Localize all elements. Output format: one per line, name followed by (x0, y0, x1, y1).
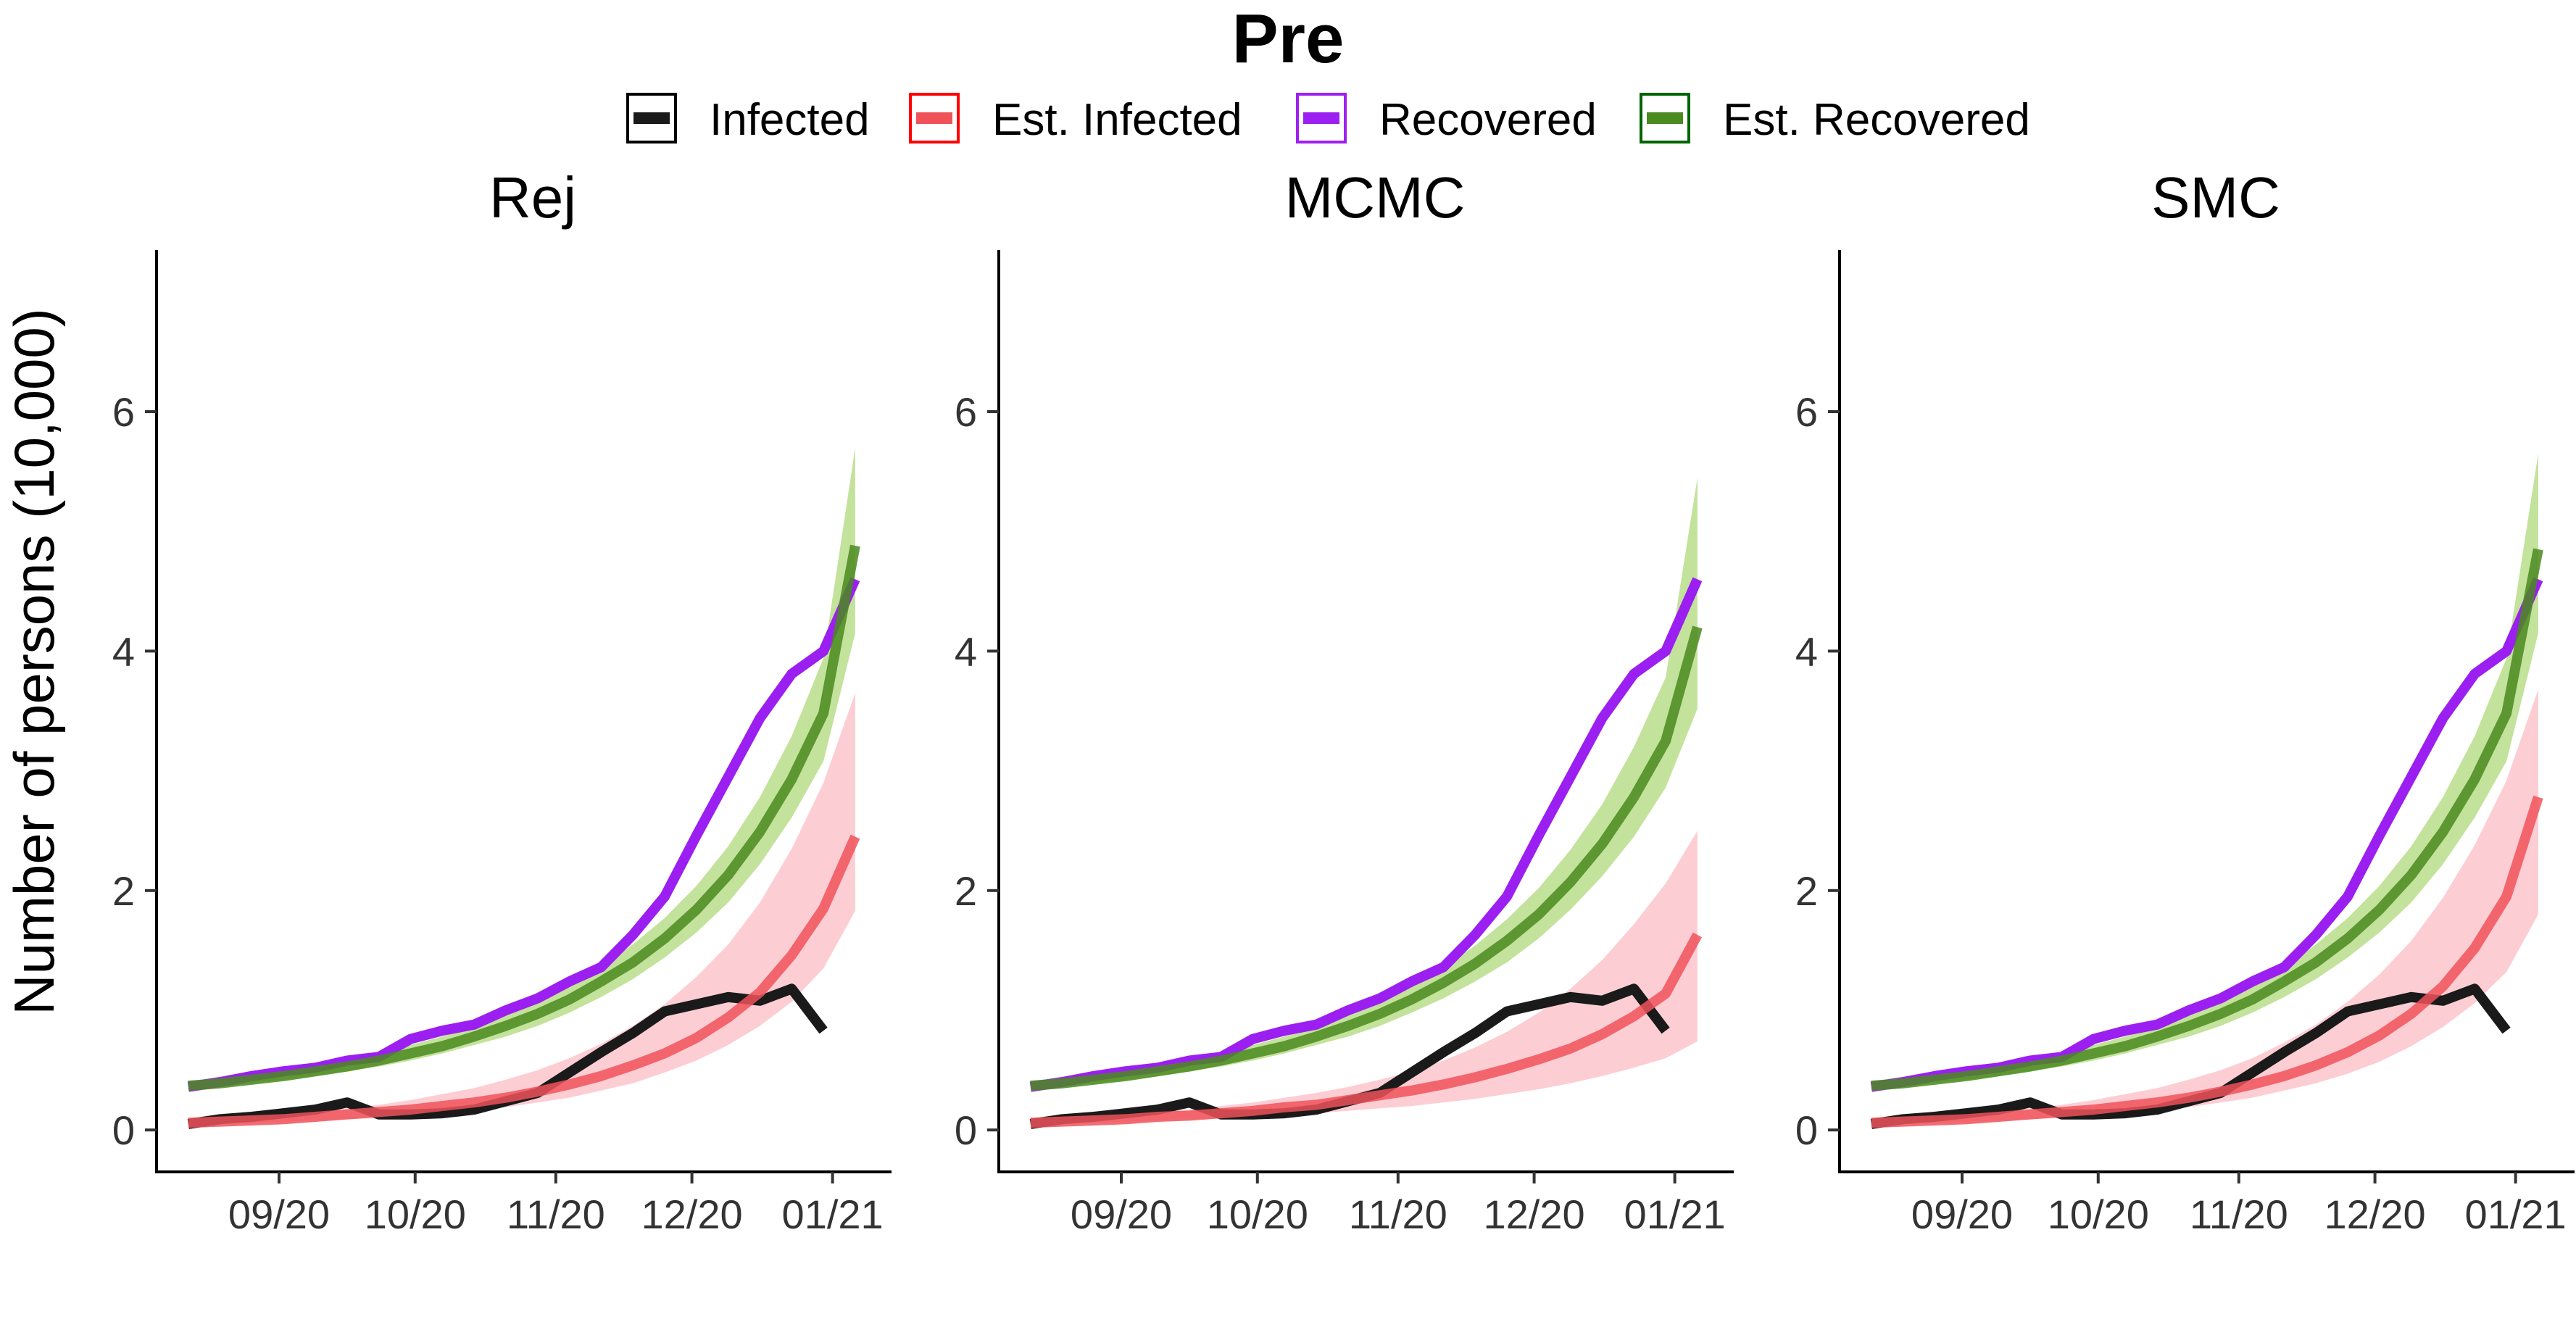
chart-title: Pre (1232, 0, 1345, 78)
est-recovered-band (1030, 477, 1698, 1089)
panels: Rej 0 2 4 6 09/20 10/20 11/20 12/20 01/21 MCMC 0 2 4 6… (112, 165, 2575, 1237)
x-tick-label: 10/20 (1207, 1191, 1308, 1237)
est-infected-band (1030, 831, 1698, 1124)
x-tick-label: 01/21 (1624, 1191, 1726, 1237)
y-tick-label: 2 (112, 868, 135, 914)
legend-label: Est. Recovered (1723, 95, 2030, 145)
y-axis-label: Number of persons (10,000) (2, 308, 66, 1015)
x-tick-label: 09/20 (1911, 1191, 2013, 1237)
y-tick-label: 2 (1795, 868, 1818, 914)
legend-key-line (633, 112, 670, 124)
legend-key-line (1647, 112, 1683, 124)
panel-rej: Rej 0 2 4 6 09/20 10/20 11/20 12/20 01/21 (112, 165, 892, 1237)
x-tick-label: 12/20 (641, 1191, 743, 1237)
x-tick-label: 10/20 (365, 1191, 466, 1237)
panel-title: MCMC (1285, 165, 1466, 230)
x-tick-label: 11/20 (507, 1191, 605, 1237)
panel-mcmc: MCMC 0 2 4 6 09/20 10/20 11/20 12/20 01/21 (955, 165, 1734, 1237)
legend-item-recovered: Recovered (1296, 93, 1597, 145)
y-tick-label: 6 (1795, 389, 1818, 435)
y-tick-label: 2 (955, 868, 977, 914)
x-tick-label: 01/21 (2465, 1191, 2567, 1237)
est-recovered-line (1871, 548, 2543, 1091)
legend-item-est-infected: Est. Infected (909, 93, 1242, 145)
est-infected-line (188, 834, 860, 1128)
x-tick-label: 10/20 (2048, 1191, 2149, 1237)
y-tick-label: 6 (955, 389, 977, 435)
y-tick-label: 0 (955, 1107, 977, 1153)
y-tick-label: 4 (112, 628, 135, 674)
est-recovered-band (188, 447, 855, 1089)
x-tick-label: 11/20 (2190, 1191, 2288, 1237)
legend-label: Recovered (1379, 95, 1597, 145)
legend-item-infected: Infected (626, 93, 870, 145)
panel-smc: SMC 0 2 4 6 09/20 10/20 11/20 12/20 01/21 (1795, 165, 2575, 1237)
est-infected-band (1871, 689, 2538, 1124)
y-tick-label: 4 (1795, 628, 1818, 674)
x-tick-label: 12/20 (2324, 1191, 2426, 1237)
x-tick-label: 01/21 (782, 1191, 884, 1237)
legend-label: Est. Infected (992, 95, 1242, 145)
y-tick-label: 6 (112, 389, 135, 435)
legend-key-line (916, 112, 952, 124)
est-recovered-line (1030, 625, 1703, 1091)
est-infected-line (1030, 932, 1703, 1128)
y-tick-label: 4 (955, 628, 977, 674)
x-tick-label: 09/20 (1071, 1191, 1172, 1237)
y-tick-label: 0 (1795, 1107, 1818, 1153)
panel-title: SMC (2151, 165, 2280, 230)
x-tick-label: 12/20 (1484, 1191, 1585, 1237)
legend-item-est-recovered: Est. Recovered (1640, 93, 2030, 145)
legend-label: Infected (710, 95, 870, 145)
y-tick-label: 0 (112, 1107, 135, 1153)
est-infected-line (1871, 795, 2543, 1128)
x-tick-label: 11/20 (1349, 1191, 1447, 1237)
x-tick-label: 09/20 (228, 1191, 330, 1237)
legend: Infected Est. Infected Recovered Est. Recov… (626, 93, 2030, 145)
est-recovered-band (1871, 453, 2538, 1089)
est-recovered-line (188, 544, 860, 1091)
panel-title: Rej (489, 165, 576, 230)
legend-key-line (1303, 112, 1339, 124)
est-infected-band (188, 693, 855, 1124)
